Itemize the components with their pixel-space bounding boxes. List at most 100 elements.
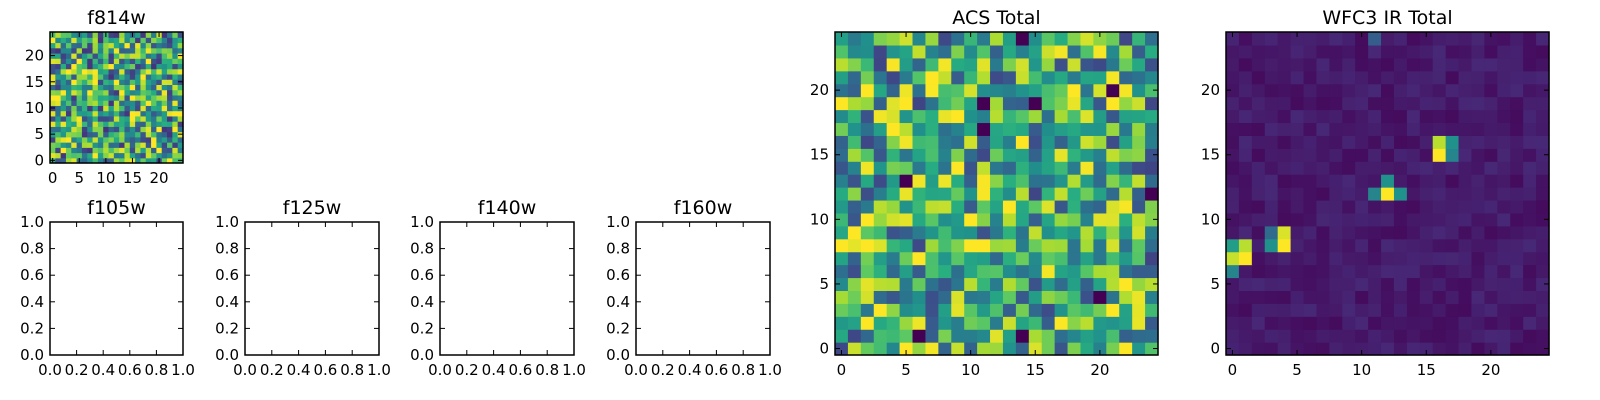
heatmap-cell [92, 58, 99, 65]
heatmap-cell [145, 58, 152, 65]
heatmap-cell [135, 68, 142, 75]
heatmap-cell [129, 142, 136, 148]
heatmap-cell [1484, 57, 1498, 72]
heatmap-cell [65, 37, 72, 44]
heatmap-cell [140, 58, 147, 65]
heatmap-cell [1054, 187, 1069, 201]
heatmap-cell [119, 126, 126, 133]
heatmap-cell [140, 110, 147, 117]
heatmap-cell [1458, 44, 1473, 59]
heatmap-cell [71, 105, 78, 112]
heatmap-cell [1497, 290, 1511, 304]
heatmap-cell [1226, 44, 1240, 59]
heatmap-cell [1523, 161, 1537, 175]
heatmap-cell [1355, 187, 1369, 201]
heatmap-cell [1002, 57, 1017, 72]
heatmap-cell [860, 135, 875, 149]
heatmap-cell [108, 89, 115, 96]
heatmap-cell [156, 121, 163, 127]
heatmap-cell [1381, 303, 1395, 317]
heatmap-cell [1471, 316, 1485, 330]
heatmap-cell [1406, 251, 1421, 266]
heatmap-cell [1054, 174, 1069, 188]
heatmap-cell [1028, 187, 1043, 201]
heatmap-cell [977, 57, 991, 72]
heatmap-cell [119, 37, 126, 44]
heatmap-cell [1381, 187, 1395, 201]
heatmap-cell [55, 47, 62, 54]
heatmap-cell [1054, 83, 1069, 98]
heatmap-cell [873, 44, 888, 59]
heatmap-cell [167, 52, 173, 59]
heatmap-cell [167, 63, 173, 70]
heatmap-cell [1316, 329, 1330, 343]
heatmap-cell [1251, 122, 1266, 136]
heatmap-cell [873, 303, 888, 317]
heatmap-cell [1510, 44, 1524, 59]
heatmap-cell [145, 157, 152, 164]
heatmap-cell [1471, 251, 1485, 266]
heatmap-cell [1028, 264, 1043, 279]
heatmap-cell [899, 290, 914, 304]
heatmap-cell [97, 131, 104, 138]
x-tick-label: 0.8 [340, 361, 364, 379]
heatmap-cell [1067, 44, 1082, 59]
heatmap-cell [1303, 212, 1318, 227]
heatmap-cell [951, 212, 965, 227]
heatmap-cell [97, 94, 104, 101]
heatmap-cell [167, 131, 173, 138]
heatmap-cell [1342, 342, 1356, 356]
heatmap-cell [1393, 212, 1408, 227]
heatmap-cell [1523, 212, 1537, 227]
heatmap-cell [1080, 122, 1094, 136]
heatmap-cell [55, 157, 62, 164]
heatmap-cell [156, 110, 163, 117]
heatmap-cell [97, 142, 104, 148]
heatmap-cell [145, 32, 152, 38]
heatmap-cell [1381, 70, 1395, 85]
heatmap-cell [1316, 199, 1330, 214]
heatmap-cell [1329, 303, 1343, 317]
heatmap-cell [1316, 83, 1330, 98]
x-tick-label: 10 [961, 361, 980, 379]
heatmap-cell [1132, 316, 1146, 330]
heatmap-cell [145, 121, 152, 127]
heatmap-cell [938, 148, 952, 162]
heatmap-cell [108, 136, 115, 143]
heatmap-cell [87, 105, 94, 112]
heatmap-cell [1145, 199, 1159, 214]
heatmap-cell [92, 142, 99, 148]
heatmap-cell [912, 251, 927, 266]
heatmap-cell [1067, 316, 1082, 330]
heatmap-cell [1316, 70, 1330, 85]
heatmap-cell [87, 94, 94, 101]
heatmap-cell [119, 110, 126, 117]
heatmap-cell [860, 70, 875, 85]
heatmap-cell [1510, 32, 1524, 46]
heatmap-cell [1406, 303, 1421, 317]
heatmap-cell [1080, 174, 1094, 188]
heatmap-cell [1342, 290, 1356, 304]
heatmap-cell [177, 147, 184, 154]
heatmap-cell [977, 277, 991, 291]
heatmap-cell [129, 136, 136, 143]
heatmap-cell [1015, 174, 1030, 188]
heatmap-cell [1290, 96, 1305, 111]
heatmap-cell [1445, 264, 1460, 279]
heatmap-cell [1093, 109, 1107, 124]
heatmap-cell [71, 32, 78, 38]
heatmap-cell [1238, 264, 1253, 279]
heatmap-cell [135, 136, 142, 143]
heatmap-cell [1497, 83, 1511, 98]
heatmap-cell [847, 148, 862, 162]
heatmap-cell [76, 110, 83, 117]
heatmap-cell [1484, 342, 1498, 356]
heatmap-cell [1497, 199, 1511, 214]
heatmap-cell [1251, 290, 1266, 304]
heatmap-cell [172, 157, 179, 164]
heatmap-cell [103, 100, 110, 106]
heatmap-cell [71, 79, 78, 85]
heatmap-cell [1290, 187, 1305, 201]
y-tick-label: 0.2 [215, 319, 239, 337]
heatmap-cell [119, 105, 126, 112]
